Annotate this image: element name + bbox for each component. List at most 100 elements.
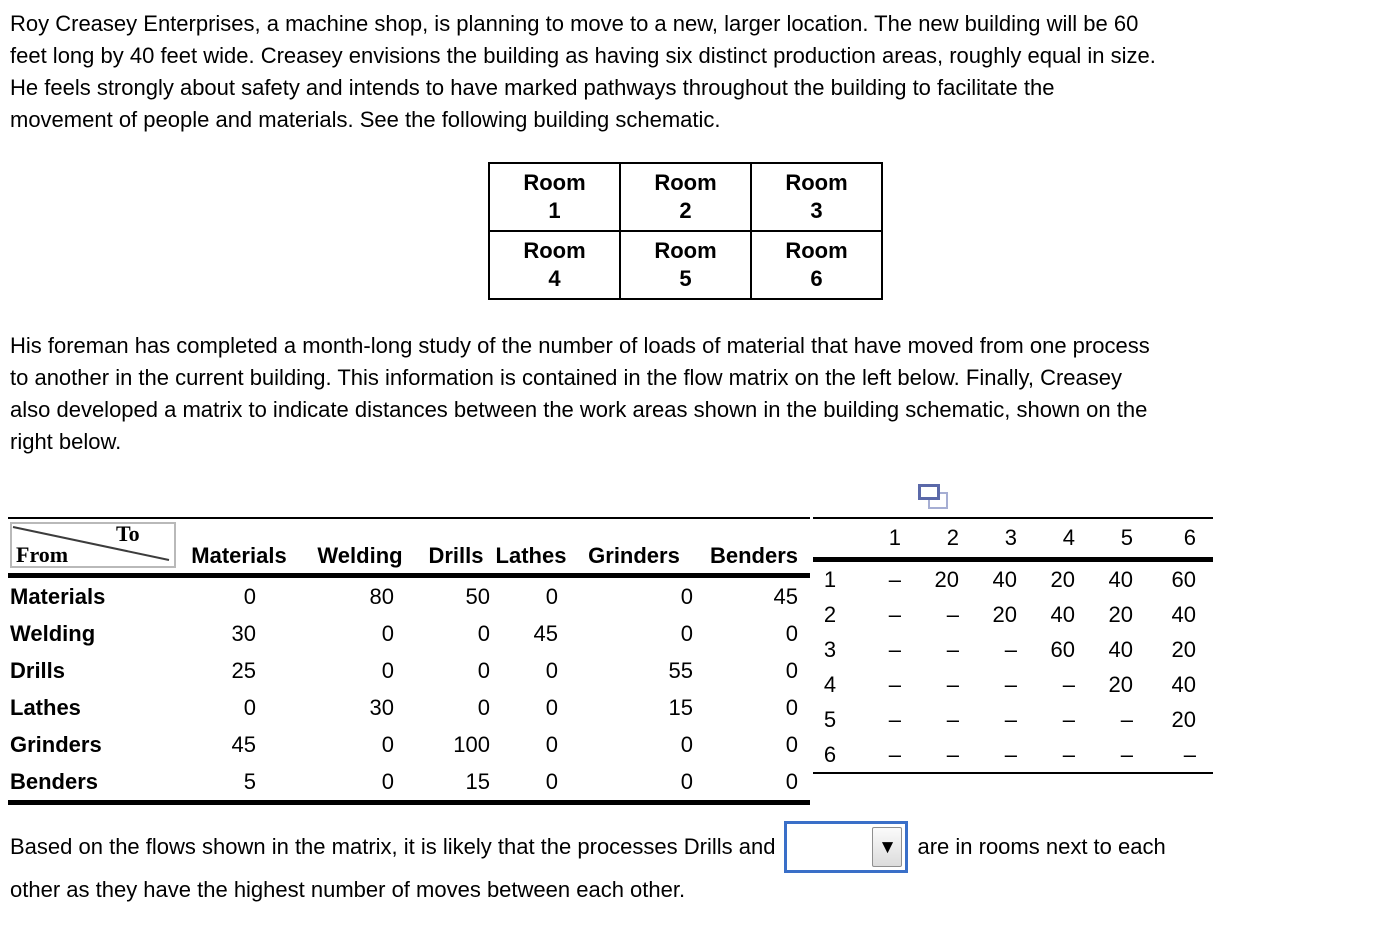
distance-cell: 40 [1050,601,1075,627]
distance-cell: – [946,601,959,627]
distance-cell: – [946,706,959,732]
distance-header-row: 1 2 3 4 5 6 [813,518,1213,562]
room-number: 5 [679,266,692,291]
flow-cell: 0 [477,620,490,646]
flow-cell: 0 [785,694,798,720]
distance-column-header: 2 [905,518,963,562]
room-number: 3 [810,198,823,223]
flow-cell: 0 [381,768,394,794]
room-cell: Room 6 [750,230,883,300]
distance-cell: 20 [1108,601,1133,627]
distance-cell: 20 [1108,671,1133,697]
question-line-1: Based on the flows shown in the matrix, … [10,820,1166,874]
diagonal-line [12,526,170,561]
distance-cell: 40 [992,566,1017,592]
distance-cell: 40 [1108,636,1133,662]
distance-cell: – [1004,636,1017,662]
flow-cell: 0 [381,657,394,683]
distance-column-header: 1 [847,518,905,562]
flow-cell: 0 [381,620,394,646]
table-row: Grinders 45 0 100 0 0 0 [8,726,810,763]
flow-cell: 0 [680,620,693,646]
distance-cell: – [888,741,901,767]
flow-cell: 0 [785,768,798,794]
flow-header-row: From To Materials Welding Drills Lathes … [8,518,810,578]
flow-column-header: Welding [300,518,420,578]
distance-cell: 40 [1171,671,1196,697]
distance-cell: – [888,601,901,627]
distance-column-header: 4 [1021,518,1079,562]
flow-column-header: Materials [178,518,300,578]
building-schematic-table: Room 1 Room 2 Room 3 Room 4 Room 5 Room 6 [488,162,883,300]
flow-cell: 100 [453,731,490,757]
distance-row-label: 1 [823,566,837,592]
flow-cell: 0 [381,731,394,757]
distance-cell: 20 [1171,636,1196,662]
distance-cell: – [888,566,901,592]
distance-column-header: 3 [963,518,1021,562]
flow-cell: 45 [231,731,256,757]
distance-cell: – [1183,741,1196,767]
overlapping-windows-icon[interactable] [918,484,950,514]
flow-cell: 45 [533,620,558,646]
table-row: Drills 25 0 0 0 55 0 [8,652,810,689]
flow-cell: 55 [668,657,693,683]
flow-cell: 0 [680,731,693,757]
flow-cell: 0 [785,657,798,683]
from-to-corner-cell: From To [8,518,178,578]
answer-dropdown[interactable]: ▼ [784,821,909,873]
flow-column-header: Drills [420,518,492,578]
distance-cell: – [888,671,901,697]
flow-row-label: Materials [10,583,106,609]
window-front-rect [918,484,940,500]
flow-column-header: Lathes [492,518,570,578]
dropdown-arrow-button[interactable]: ▼ [872,827,903,867]
room-number: 4 [548,266,561,291]
flow-column-header: Benders [698,518,810,578]
room-word: Room [785,170,848,195]
room-number: 6 [810,266,823,291]
distance-cell: 20 [992,601,1017,627]
room-word: Room [785,238,848,263]
flow-cell: 0 [545,583,558,609]
flow-row-label: Benders [10,768,99,794]
from-label: From [16,542,69,567]
distance-row-label: 6 [823,741,837,767]
distance-cell: – [888,636,901,662]
intro-paragraph: Roy Creasey Enterprises, a machine shop,… [10,8,1156,136]
distance-cell: 20 [1050,566,1075,592]
room-word: Room [654,238,717,263]
distance-cell: – [1004,671,1017,697]
text-line: also developed a matrix to indicate dist… [10,397,1148,422]
flow-row-label: Grinders [10,731,102,757]
from-to-box: From To [10,521,176,568]
text-line: His foreman has completed a month-long s… [10,333,1150,358]
flow-cell: 0 [545,768,558,794]
table-row: 5 – – – – – 20 [813,702,1213,737]
flow-cell: 0 [477,657,490,683]
flow-cell: 0 [680,583,693,609]
room-cell: Room 3 [750,162,883,232]
room-word: Room [523,170,586,195]
distance-cell: – [1120,706,1133,732]
table-row: Benders 5 0 15 0 0 0 [8,763,810,803]
distance-cell: – [946,636,959,662]
flow-row-label: Lathes [10,694,81,720]
distance-row-label: 4 [823,671,837,697]
room-cell: Room 4 [488,230,621,300]
table-row: Materials 0 80 50 0 0 45 [8,576,810,616]
question-text-after: are in rooms next to each [917,834,1166,859]
room-word: Room [523,238,586,263]
distance-cell: – [1062,671,1075,697]
room-cell: Room 2 [619,162,752,232]
distance-cell: – [946,741,959,767]
room-number: 2 [679,198,692,223]
flow-cell: 0 [785,620,798,646]
table-row: 6 – – – – – – [813,737,1213,773]
distance-cell: 60 [1050,636,1075,662]
distance-cell: 20 [934,566,959,592]
text-line: He feels strongly about safety and inten… [10,75,1055,100]
text-line: right below. [10,429,122,454]
flow-cell: 0 [243,583,256,609]
